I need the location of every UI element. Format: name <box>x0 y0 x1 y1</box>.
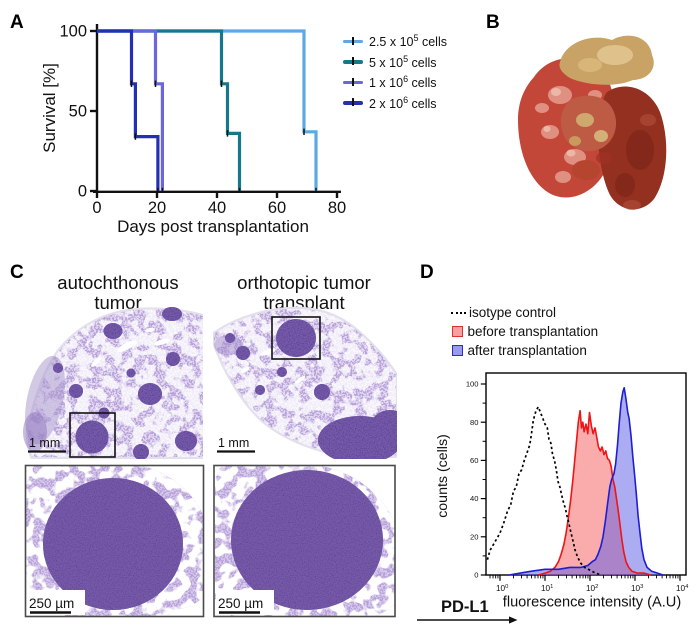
survival-chart: 0 50 100 0 20 40 60 80 Days post transplantation… <box>40 23 346 237</box>
svg-text:Survival [%]: Survival [%] <box>40 63 59 153</box>
flow-histogram: 0 20 40 60 80 100 100 101 102 103 104 fluorescence … <box>417 372 689 624</box>
panel-d-label: D <box>420 262 434 283</box>
inset-box-left <box>69 412 116 458</box>
survival-legend-item-2: 1 x 106 cells <box>343 72 447 93</box>
svg-text:counts (cells): counts (cells) <box>435 434 451 518</box>
histology-autochthonous-zoom <box>26 466 203 616</box>
svg-text:101: 101 <box>541 584 553 593</box>
scalebar-label: 250 µm <box>218 596 263 611</box>
image-frame <box>24 464 205 618</box>
histology-orthotopic-zoom <box>215 466 395 616</box>
flow-histogram-group: 0 20 40 60 80 100 100 101 102 103 104 fluorescence … <box>417 372 689 624</box>
histology-autochthonous-overview <box>23 307 203 459</box>
scalebar-backplate <box>216 590 274 615</box>
column-title-line: transplant <box>263 291 345 313</box>
flow-legend-item-1: before transplantation <box>451 322 598 341</box>
survival-legend-item-0: 2.5 x 105 cells <box>343 31 447 52</box>
scalebar-backplate <box>27 590 85 615</box>
series-line-marker <box>343 76 363 88</box>
histology-orthotopic-overview <box>213 306 397 459</box>
series-line-marker <box>343 56 363 68</box>
flow-legend-item-0: isotype control <box>451 303 598 322</box>
svg-text:0: 0 <box>78 183 87 201</box>
series-line-marker <box>343 35 363 47</box>
legend-label: 5 x 105 cells <box>369 53 437 70</box>
scalebar-label: 1 mm <box>29 436 60 450</box>
flow-fill-after <box>509 387 663 575</box>
flow-legend: isotype control before transplantation aft… <box>451 303 598 360</box>
svg-text:104: 104 <box>676 584 689 593</box>
image-frame <box>213 464 396 618</box>
flow-curve-isotype <box>486 404 602 576</box>
survival-legend-item-1: 5 x 105 cells <box>343 52 447 73</box>
column-title-line: tumor <box>94 291 142 313</box>
pdl1-label: PD-L1 <box>441 598 489 616</box>
survival-chart-group: 0 50 100 0 20 40 60 80 Days post transplantation… <box>40 23 346 237</box>
svg-text:Days post transplantation: Days post transplantation <box>117 217 309 236</box>
column-title-line: autochthonous <box>57 272 179 293</box>
svg-text:0: 0 <box>92 199 101 217</box>
pdl1-arrowhead <box>509 616 518 624</box>
lung-photo-art <box>518 35 667 210</box>
lung-photo <box>518 35 667 210</box>
panel-a-label: A <box>10 12 24 33</box>
legend-label: 2.5 x 105 cells <box>369 33 447 50</box>
scalebar-label: 250 µm <box>29 596 74 611</box>
column-title-orthotopic: orthotopic tumor transplant <box>216 273 392 312</box>
svg-text:102: 102 <box>586 584 598 593</box>
flow-legend-item-2: after transplantation <box>451 341 598 360</box>
svg-text:fluorescence intensity (A.U): fluorescence intensity (A.U) <box>503 595 681 611</box>
legend-label: isotype control <box>469 305 557 320</box>
svg-text:100: 100 <box>59 23 87 41</box>
panel-c-label: C <box>10 262 24 283</box>
square-marker <box>452 345 463 356</box>
svg-text:20: 20 <box>148 199 166 217</box>
svg-text:20: 20 <box>470 532 478 541</box>
dotted-line-marker <box>451 311 466 314</box>
panel-b-label: B <box>486 12 500 33</box>
svg-text:50: 50 <box>69 103 87 121</box>
inset-box-right <box>271 316 321 360</box>
column-title-line: orthotopic tumor <box>237 272 371 293</box>
scalebar-label: 1 mm <box>218 436 249 450</box>
series-line-marker <box>343 97 363 109</box>
legend-label: 2 x 106 cells <box>369 94 437 111</box>
survival-curve-0 <box>97 29 318 191</box>
legend-label: 1 x 106 cells <box>369 74 437 91</box>
svg-text:80: 80 <box>328 199 346 217</box>
flow-curve-after <box>508 387 664 576</box>
svg-text:40: 40 <box>208 199 226 217</box>
svg-text:103: 103 <box>631 584 643 593</box>
svg-text:100: 100 <box>496 584 508 593</box>
survival-legend-item-3: 2 x 106 cells <box>343 93 447 114</box>
svg-text:0: 0 <box>474 571 478 580</box>
survival-curve-3 <box>97 29 160 191</box>
legend-label: after transplantation <box>467 343 587 358</box>
survival-legend: 2.5 x 105 cells 5 x 105 cells 1 x 106 cell… <box>343 31 447 113</box>
svg-text:60: 60 <box>268 199 286 217</box>
flow-curve-before <box>538 409 652 576</box>
histology-images: 1 mm 1 mm 250 µm <box>23 306 397 618</box>
svg-text:60: 60 <box>470 456 478 465</box>
survival-curve-1 <box>97 29 242 191</box>
survival-curve-2 <box>97 29 164 191</box>
column-title-autochthonous: autochthonous tumor <box>30 273 206 312</box>
svg-text:80: 80 <box>470 418 478 427</box>
square-marker <box>452 326 463 337</box>
svg-text:40: 40 <box>470 494 478 503</box>
svg-text:100: 100 <box>466 380 479 389</box>
legend-label: before transplantation <box>467 324 599 339</box>
